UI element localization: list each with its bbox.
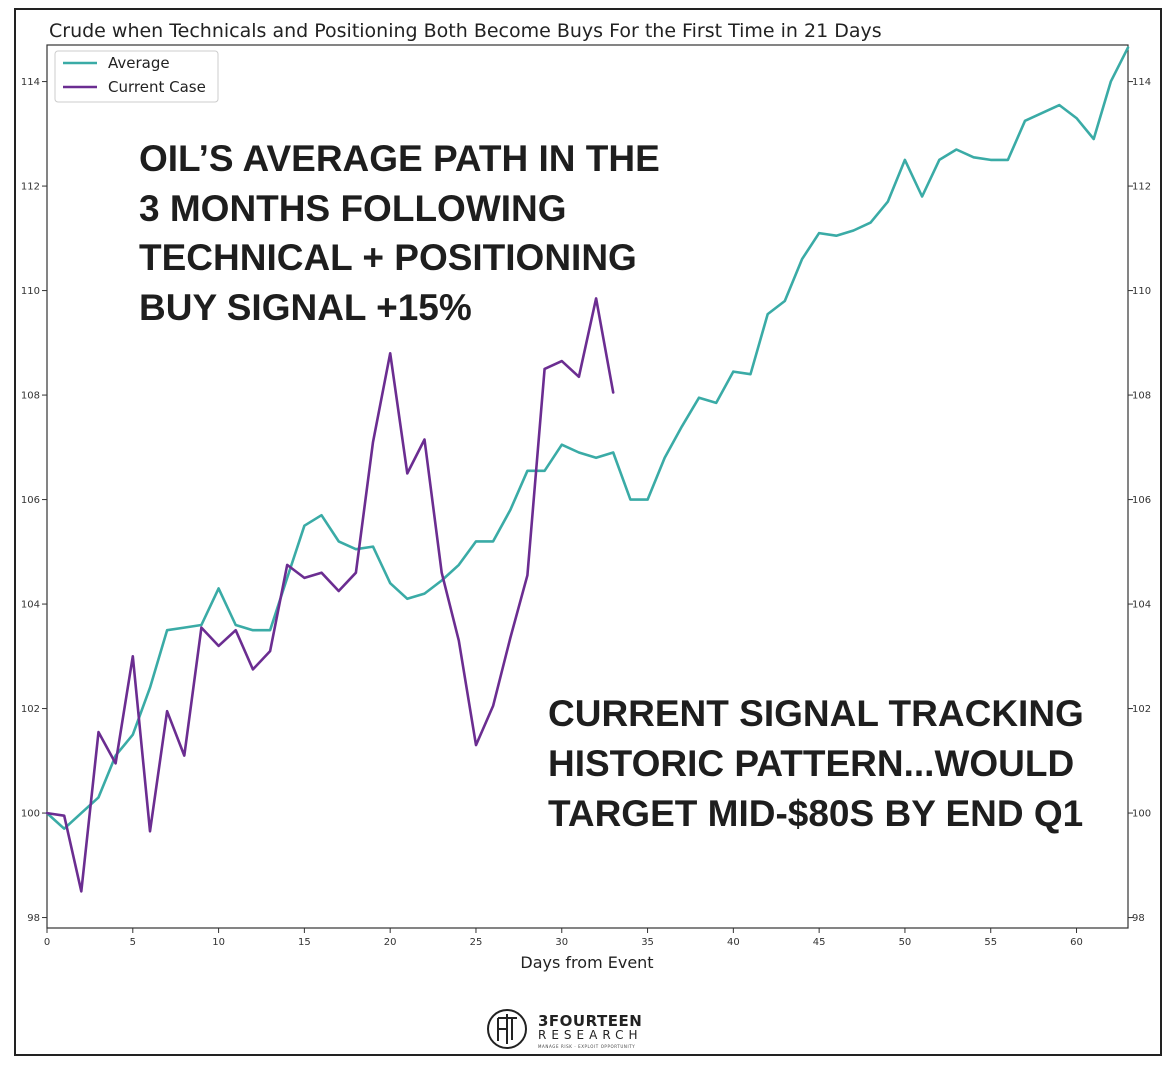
y-tick-label-right: 110: [1132, 286, 1151, 297]
y-tick-label: 110: [21, 286, 40, 297]
x-tick-label: 10: [212, 937, 225, 948]
legend-label-average: Average: [108, 54, 170, 72]
logo-line2: RESEARCH: [538, 1028, 642, 1042]
logo-mark-icon: [487, 1009, 527, 1049]
annotation-line: BUY SIGNAL +15%: [139, 287, 472, 328]
plot-area: [46, 44, 1129, 929]
annotation-line: TECHNICAL + POSITIONING: [139, 237, 637, 278]
y-tick-label-right: 100: [1132, 809, 1151, 820]
legend: Average Current Case: [54, 50, 219, 103]
y-tick-label: 102: [21, 704, 40, 715]
x-tick-label: 15: [298, 937, 311, 948]
y-axis-left: 98 100 102 104 106 108 110 112 114: [21, 77, 47, 924]
y-tick-label-right: 106: [1132, 495, 1151, 506]
y-tick-label: 100: [21, 809, 40, 820]
x-tick-label: 40: [727, 937, 740, 948]
y-tick-label-right: 112: [1132, 182, 1151, 193]
y-tick-label-right: 114: [1132, 77, 1151, 88]
x-tick-label: 25: [470, 937, 483, 948]
annotation-average-path: OIL’S AVERAGE PATH IN THE 3 MONTHS FOLLO…: [139, 138, 660, 328]
company-logo: 3FOURTEEN RESEARCH MANAGE RISK · EXPLOIT…: [487, 1009, 642, 1049]
y-tick-label: 114: [21, 77, 40, 88]
x-tick-label: 20: [384, 937, 397, 948]
y-tick-label-right: 98: [1132, 913, 1145, 924]
logo-line1: 3FOURTEEN: [538, 1012, 642, 1030]
annotation-line: CURRENT SIGNAL TRACKING: [548, 693, 1084, 734]
y-axis-right: 98 100 102 104 106 108 110 112 114: [1128, 77, 1151, 924]
y-tick-label-right: 102: [1132, 704, 1151, 715]
chart-frame: [14, 8, 1162, 1056]
legend-label-current-case: Current Case: [108, 78, 206, 96]
series-line-average: [45, 46, 1130, 831]
logo-glyph-icon: [497, 1014, 517, 1044]
annotation-line: TARGET MID-$80S BY END Q1: [548, 793, 1083, 834]
annotation-line: 3 MONTHS FOLLOWING: [139, 188, 567, 229]
y-tick-label: 98: [27, 913, 40, 924]
x-axis-label: Days from Event: [520, 953, 653, 972]
x-tick-label: 30: [555, 937, 568, 948]
x-tick-label: 60: [1070, 937, 1083, 948]
x-tick-label: 45: [813, 937, 826, 948]
x-tick-label: 35: [641, 937, 654, 948]
series-line-current-case: [45, 297, 615, 893]
y-tick-label: 108: [21, 391, 40, 402]
y-tick-label: 112: [21, 182, 40, 193]
x-tick-label: 5: [130, 937, 136, 948]
x-tick-label: 50: [899, 937, 912, 948]
y-tick-label-right: 104: [1132, 600, 1151, 611]
annotation-current-signal: CURRENT SIGNAL TRACKING HISTORIC PATTERN…: [548, 693, 1084, 834]
chart-title: Crude when Technicals and Positioning Bo…: [49, 20, 882, 42]
series-group: [45, 46, 1130, 893]
x-axis: 0 5 10 15 20 25 30 35 40 45 50 55 60: [44, 928, 1083, 948]
annotation-line: HISTORIC PATTERN...WOULD: [548, 743, 1074, 784]
annotation-line: OIL’S AVERAGE PATH IN THE: [139, 138, 660, 179]
logo-tagline: MANAGE RISK · EXPLOIT OPPORTUNITY: [538, 1044, 635, 1049]
y-tick-label: 104: [21, 600, 40, 611]
x-tick-label: 55: [984, 937, 997, 948]
x-tick-label: 0: [44, 937, 50, 948]
y-tick-label: 106: [21, 495, 40, 506]
y-tick-label-right: 108: [1132, 391, 1151, 402]
